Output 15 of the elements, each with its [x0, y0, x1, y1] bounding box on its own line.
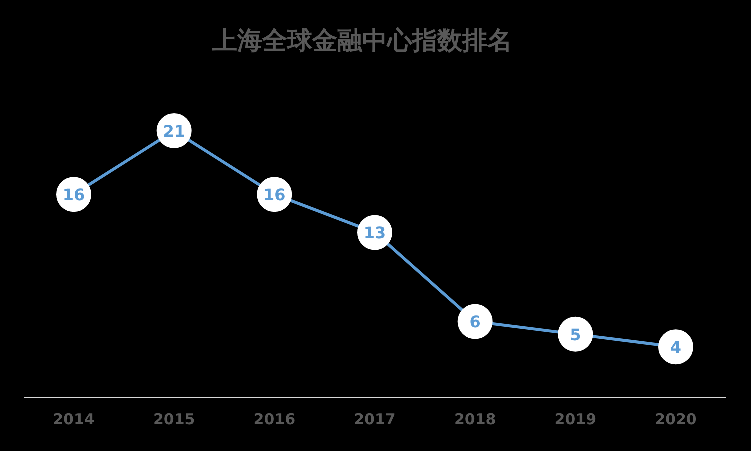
- x-tick-label: 2020: [655, 410, 697, 429]
- data-label: 16: [264, 186, 286, 205]
- data-label: 21: [163, 122, 186, 141]
- x-tick-label: 2016: [254, 410, 296, 429]
- chart-title: 上海全球金融中心指数排名: [212, 25, 514, 57]
- x-tick-label: 2019: [554, 410, 597, 429]
- data-label: 13: [364, 224, 386, 243]
- x-tick-label: 2017: [354, 410, 396, 429]
- x-tick-label: 2018: [454, 410, 496, 429]
- x-tick-label: 2015: [153, 410, 196, 429]
- data-label: 16: [62, 186, 86, 205]
- x-tick-label: 2014: [53, 410, 95, 429]
- data-label: 4: [670, 338, 682, 358]
- data-label: 6: [470, 312, 481, 332]
- data-label: 5: [570, 325, 582, 344]
